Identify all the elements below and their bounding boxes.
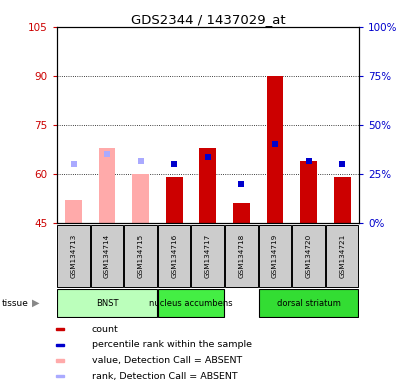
Text: tissue: tissue [2,299,29,308]
Bar [334,177,351,223]
FancyBboxPatch shape [225,225,257,287]
FancyBboxPatch shape [158,290,224,317]
FancyBboxPatch shape [259,290,358,317]
Text: count: count [92,325,118,334]
Bar [267,76,284,223]
FancyBboxPatch shape [192,225,224,287]
Text: GSM134718: GSM134718 [239,234,244,278]
Text: GSM134715: GSM134715 [138,234,144,278]
Bar [56,359,64,362]
Text: dorsal striatum: dorsal striatum [277,299,341,308]
Bar [99,148,116,223]
Bar [56,344,64,346]
Bar [233,203,250,223]
FancyBboxPatch shape [326,225,358,287]
Text: GSM134719: GSM134719 [272,234,278,278]
Text: GSM134713: GSM134713 [71,234,76,278]
Text: value, Detection Call = ABSENT: value, Detection Call = ABSENT [92,356,242,365]
Bar [65,200,82,223]
Text: GSM134717: GSM134717 [205,234,211,278]
Bar [56,375,64,377]
FancyBboxPatch shape [91,225,123,287]
Bar [132,174,149,223]
Text: nucleus accumbens: nucleus accumbens [149,299,233,308]
FancyBboxPatch shape [158,225,190,287]
Bar [300,161,317,223]
Text: ▶: ▶ [32,298,40,308]
Bar [166,177,183,223]
FancyBboxPatch shape [57,225,89,287]
Text: GSM134720: GSM134720 [306,234,312,278]
Bar [56,328,64,330]
Text: GSM134716: GSM134716 [171,234,177,278]
Text: GSM134714: GSM134714 [104,234,110,278]
FancyBboxPatch shape [57,290,157,317]
Title: GDS2344 / 1437029_at: GDS2344 / 1437029_at [131,13,285,26]
FancyBboxPatch shape [259,225,291,287]
FancyBboxPatch shape [124,225,157,287]
FancyBboxPatch shape [292,225,325,287]
Text: percentile rank within the sample: percentile rank within the sample [92,340,252,349]
Text: rank, Detection Call = ABSENT: rank, Detection Call = ABSENT [92,372,237,381]
Text: GSM134721: GSM134721 [339,234,345,278]
Text: BNST: BNST [96,299,118,308]
Bar [200,148,216,223]
